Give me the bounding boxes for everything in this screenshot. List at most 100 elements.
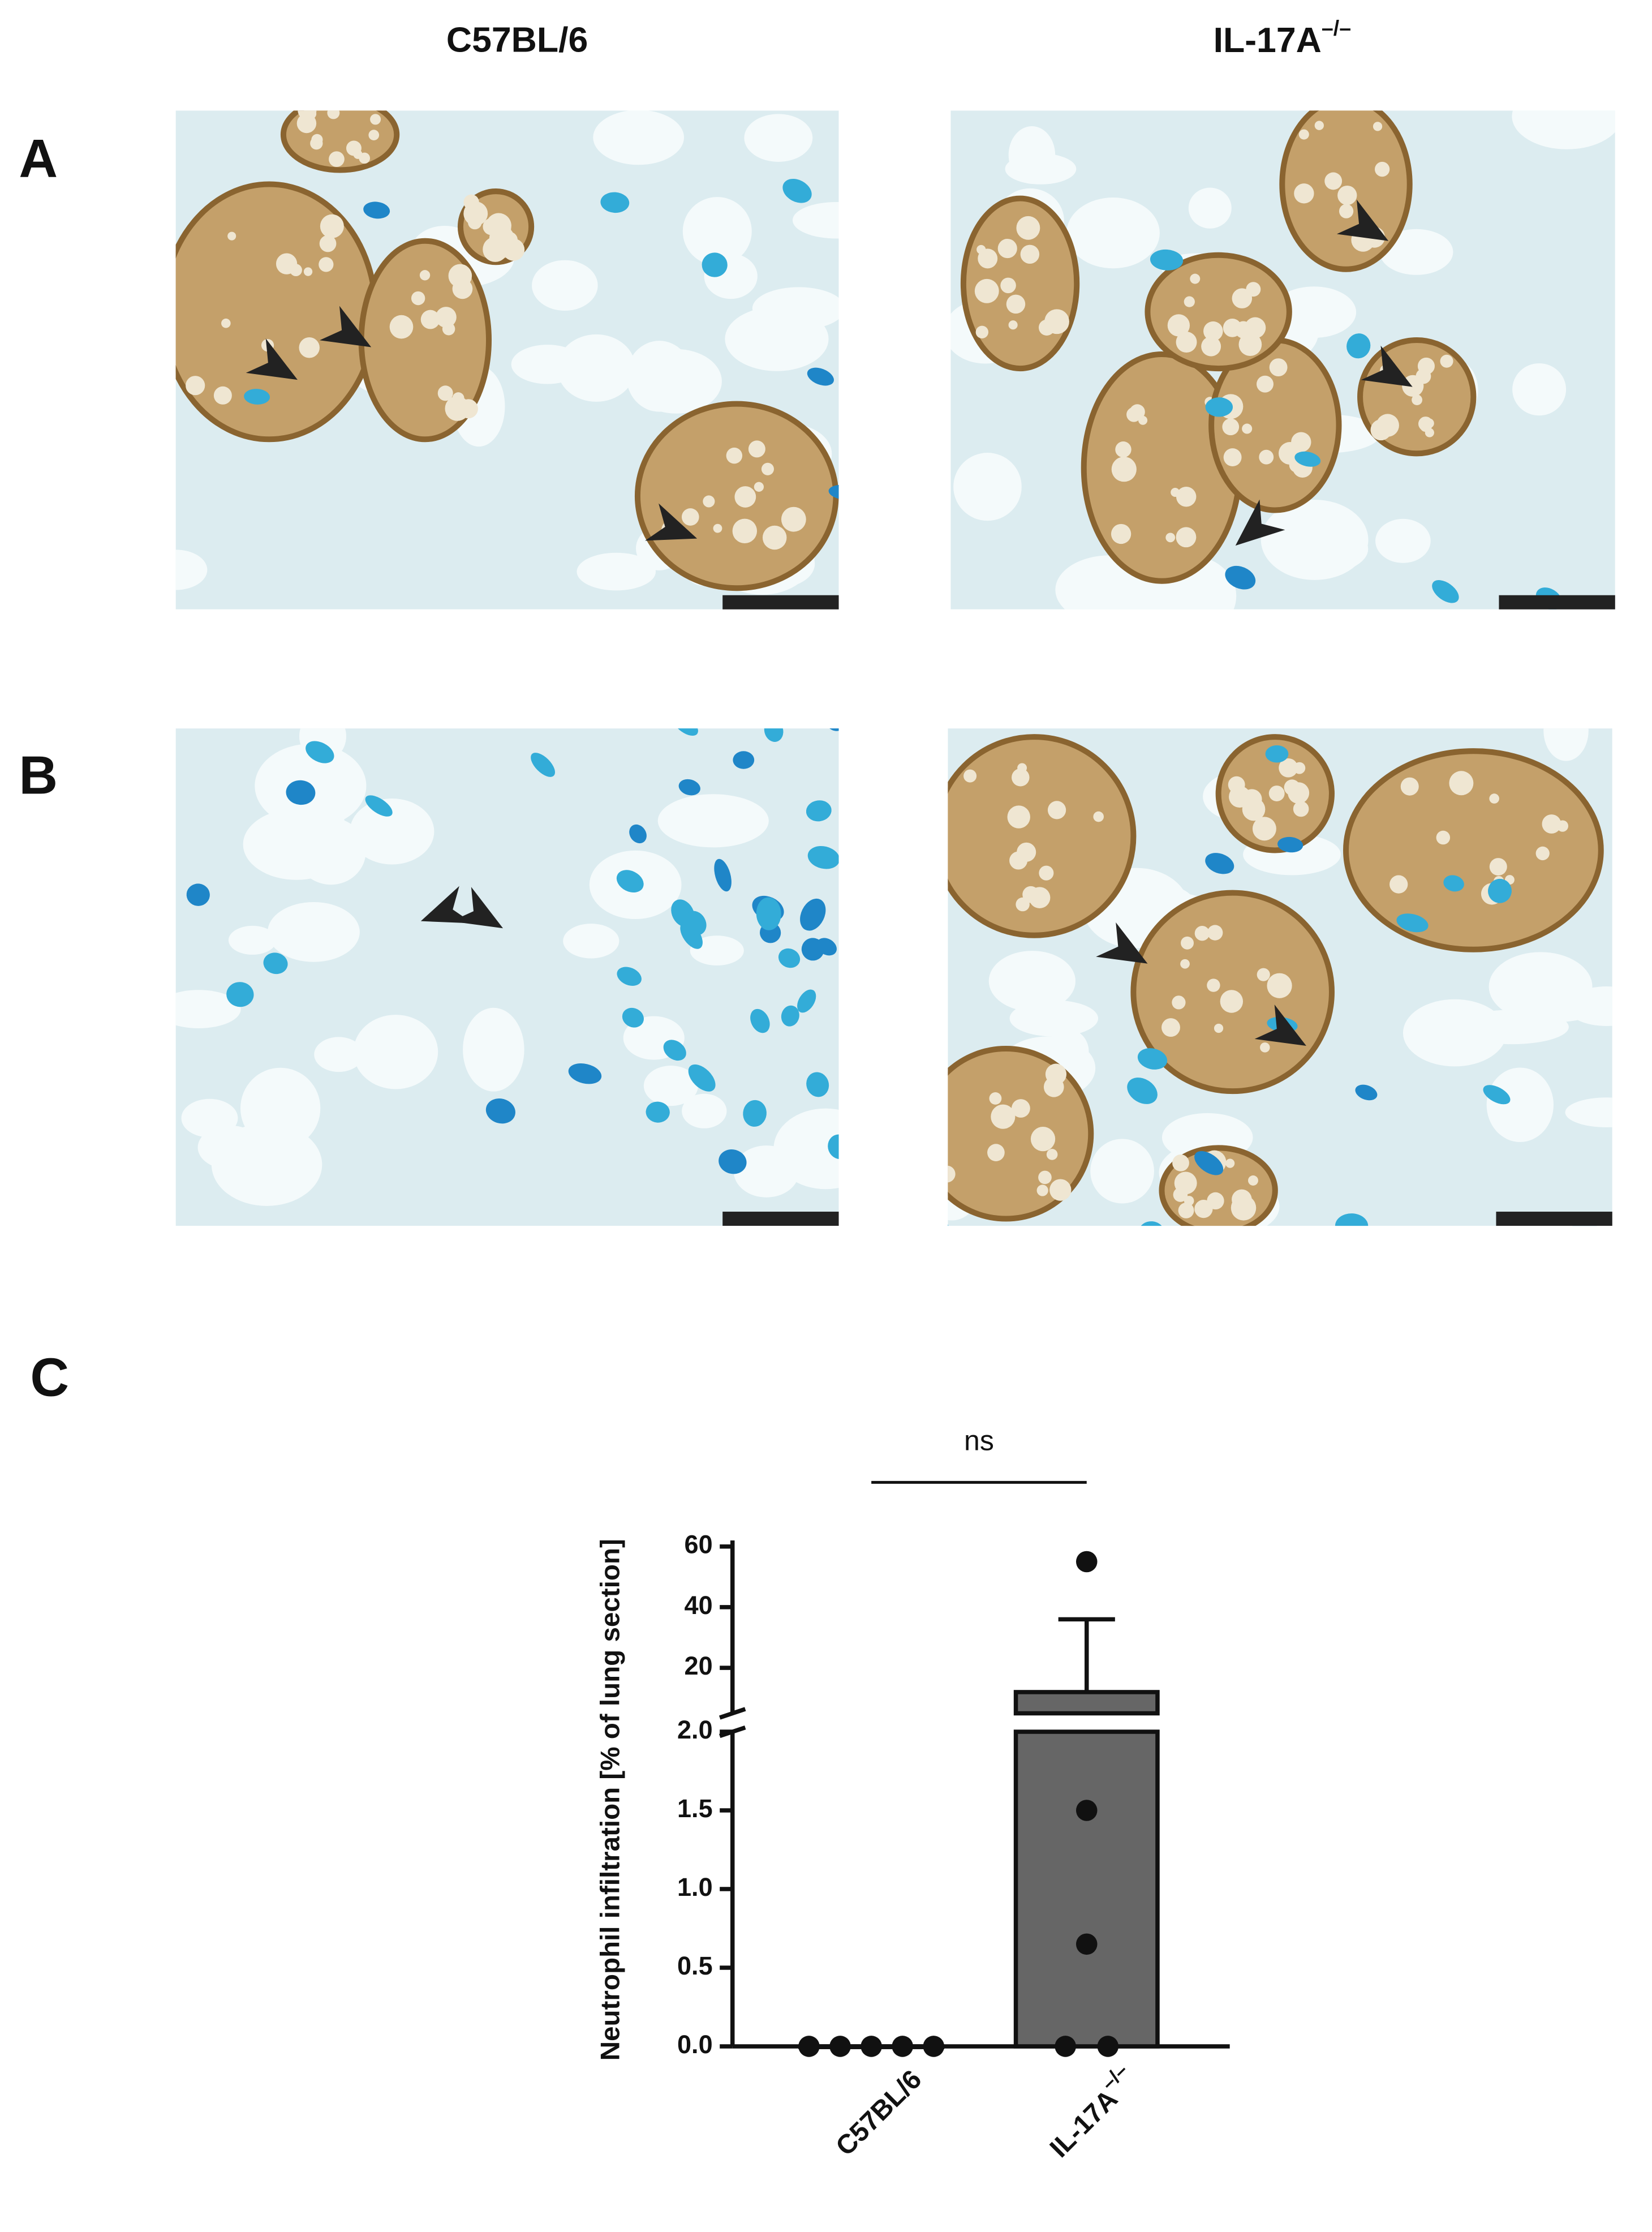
nucleus xyxy=(745,1735,780,1769)
nucleus xyxy=(226,982,254,1007)
vacuole xyxy=(762,525,787,550)
vacuole xyxy=(1176,527,1197,548)
tissue-space xyxy=(577,552,656,591)
nucleus xyxy=(466,2178,491,2203)
vacuole xyxy=(1489,858,1507,876)
header-sup: –/– xyxy=(1322,16,1351,40)
vacuole xyxy=(1542,814,1561,834)
data-point xyxy=(1075,1933,1098,1955)
vacuole xyxy=(1030,1127,1056,1152)
column-header: C57BL/6 xyxy=(446,20,588,60)
nucleus xyxy=(365,1243,395,1268)
vacuole xyxy=(186,376,205,396)
vacuole xyxy=(726,447,743,464)
nucleus xyxy=(828,1134,839,1160)
nucleus xyxy=(807,367,834,386)
arrowhead xyxy=(645,503,698,541)
vacuole xyxy=(1167,314,1190,337)
tissue-space xyxy=(243,809,350,880)
nucleus xyxy=(1439,1838,1465,1869)
nucleus xyxy=(782,179,812,203)
nucleus xyxy=(911,297,944,325)
nucleus xyxy=(1137,1048,1168,1070)
vacuole xyxy=(1178,1203,1194,1218)
data-point xyxy=(1097,2036,1119,2057)
vacuole xyxy=(483,237,508,262)
nucleus xyxy=(449,1364,477,1384)
nucleus xyxy=(1403,1421,1431,1450)
tissue-space xyxy=(1565,1097,1612,1128)
vacuole xyxy=(1011,1099,1030,1118)
vacuole xyxy=(505,243,521,259)
nucleus xyxy=(1573,1279,1599,1310)
nucleus xyxy=(1014,1566,1048,1596)
nucleus xyxy=(1127,1078,1158,1104)
nucleus xyxy=(575,612,604,642)
nucleus xyxy=(1313,1668,1341,1696)
vacuole xyxy=(1016,897,1030,912)
micrograph xyxy=(365,728,1612,1934)
vacuole xyxy=(1176,332,1197,353)
nucleus xyxy=(1263,634,1298,673)
vacuole xyxy=(1374,161,1390,177)
nucleus xyxy=(531,753,556,777)
nucleus xyxy=(1256,632,1289,664)
nucleus xyxy=(629,824,647,844)
vacuole xyxy=(734,486,756,508)
nucleus xyxy=(919,619,954,656)
nucleus xyxy=(824,1229,847,1259)
vacuole xyxy=(1279,758,1298,778)
tissue-space xyxy=(350,799,434,865)
nucleus xyxy=(661,56,695,84)
vacuole xyxy=(1260,1042,1270,1053)
vacuole xyxy=(1114,460,1134,480)
nucleus xyxy=(561,1837,588,1866)
vacuole xyxy=(681,508,699,526)
nucleus xyxy=(688,1064,716,1092)
vacuole xyxy=(1417,357,1435,375)
nucleus xyxy=(995,615,1018,649)
tissue-space xyxy=(175,550,208,590)
nucleus xyxy=(807,845,839,869)
axis-break xyxy=(719,1707,746,1720)
vacuole xyxy=(1012,768,1030,787)
nucleus xyxy=(1632,1655,1652,1684)
nucleus xyxy=(653,1297,686,1329)
tissue-space xyxy=(211,1123,322,1206)
vacuole xyxy=(1115,441,1132,458)
nucleus xyxy=(1205,397,1233,417)
vacuole xyxy=(463,201,488,226)
vacuole xyxy=(1223,448,1242,467)
nucleus xyxy=(1159,1642,1198,1676)
nucleus xyxy=(1197,1732,1225,1765)
vacuole xyxy=(1172,995,1186,1010)
nucleus xyxy=(1402,1449,1430,1479)
significance-label: ns xyxy=(964,1424,994,1456)
y-tick-label: 0.5 xyxy=(677,1951,713,1980)
stained-cell xyxy=(1343,748,1604,952)
nucleus xyxy=(1287,1519,1312,1546)
nucleus xyxy=(1265,745,1289,763)
vacuole xyxy=(1044,309,1069,334)
vacuole xyxy=(346,140,362,156)
vacuole xyxy=(1173,1187,1188,1202)
nucleus xyxy=(629,68,668,101)
vacuole xyxy=(1425,428,1434,437)
vacuole xyxy=(319,257,334,272)
vacuole xyxy=(989,1092,1002,1105)
vacuole xyxy=(1440,354,1453,368)
nucleus xyxy=(702,252,728,277)
vacuole xyxy=(1293,801,1309,817)
nucleus xyxy=(806,800,832,822)
vacuole xyxy=(420,310,440,329)
vacuole xyxy=(1252,817,1276,841)
bar xyxy=(1013,1729,1160,2049)
nucleus xyxy=(806,1072,829,1097)
nucleus xyxy=(1398,1910,1429,1930)
nucleus xyxy=(1613,1191,1645,1222)
vacuole xyxy=(1400,777,1419,796)
y-tick-label: 1.0 xyxy=(677,1873,713,1902)
nucleus xyxy=(1151,660,1165,681)
nucleus xyxy=(685,911,707,935)
nucleus xyxy=(782,1909,806,1934)
